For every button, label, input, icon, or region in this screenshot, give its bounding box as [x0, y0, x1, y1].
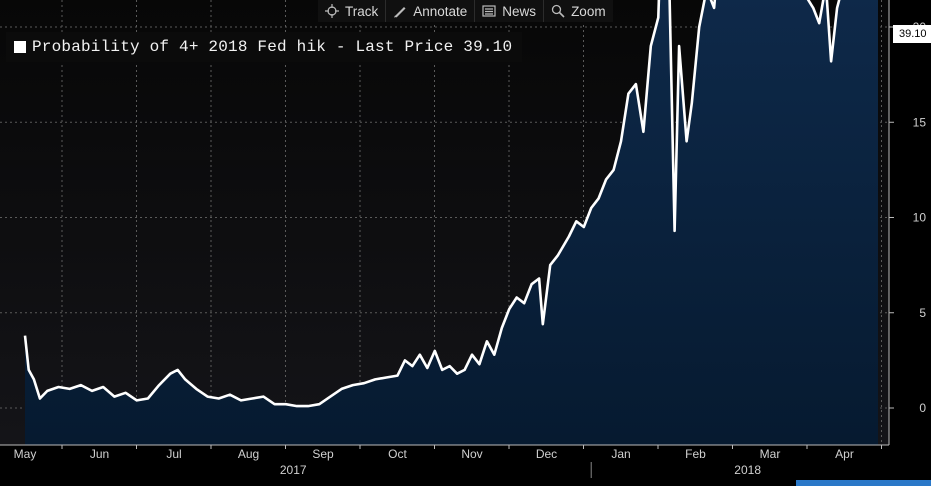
track-label: Track: [345, 3, 379, 19]
news-button[interactable]: News: [475, 0, 545, 22]
series-line[interactable]: [23, 0, 878, 408]
magnifier-icon: [551, 4, 565, 18]
zoom-button[interactable]: Zoom: [544, 0, 613, 22]
legend-separator: -: [326, 38, 356, 56]
x-tick-label: Jan: [611, 447, 630, 461]
x-tick-label: Nov: [461, 447, 482, 461]
series-legend[interactable]: Probability of 4+ 2018 Fed hik - Last Pr…: [6, 32, 523, 62]
x-tick-label: Oct: [388, 447, 407, 461]
x-tick-label: Jul: [166, 447, 181, 461]
crosshair-icon: [325, 4, 339, 18]
annotate-button[interactable]: Annotate: [386, 0, 476, 22]
pencil-icon: [394, 7, 406, 18]
zoom-label: Zoom: [571, 3, 606, 19]
annotate-label: Annotate: [413, 3, 468, 19]
y-tick-label: 5: [919, 306, 926, 320]
news-label: News: [502, 3, 537, 19]
newspaper-icon: [482, 5, 496, 17]
x-year-label: 2018: [734, 463, 761, 477]
y-tick-label: 15: [913, 115, 927, 129]
x-tick-label: Apr: [835, 447, 854, 461]
legend-swatch: [14, 41, 26, 53]
series-area-fill: [25, 0, 878, 445]
y-tick-label: 0: [919, 401, 926, 415]
legend-last-price-value: 39.10: [463, 38, 513, 56]
x-tick-label: Feb: [685, 447, 706, 461]
x-tick-label: Mar: [760, 447, 781, 461]
last-value-tag: 39.10: [893, 25, 931, 43]
x-tick-label: Sep: [312, 447, 334, 461]
corner-accent-bar: [796, 480, 931, 486]
legend-series-name: Probability of 4+ 2018 Fed hik: [32, 38, 327, 56]
y-tick-label: 10: [913, 211, 927, 225]
x-tick-label: Jun: [90, 447, 109, 461]
x-tick-label: Aug: [238, 447, 259, 461]
x-year-label: 2017: [280, 463, 307, 477]
x-tick-label: Dec: [536, 447, 557, 461]
chart-toolbar: Track Annotate News Zoom: [318, 0, 613, 22]
axis-layer: 0510152025303540MayJunJulAugSepOctNovDec…: [0, 0, 926, 478]
legend-text: Probability of 4+ 2018 Fed hik - Last Pr…: [32, 38, 512, 56]
legend-last-price-label: Last Price: [355, 38, 454, 56]
x-tick-label: May: [14, 447, 37, 461]
track-button[interactable]: Track: [318, 0, 387, 22]
